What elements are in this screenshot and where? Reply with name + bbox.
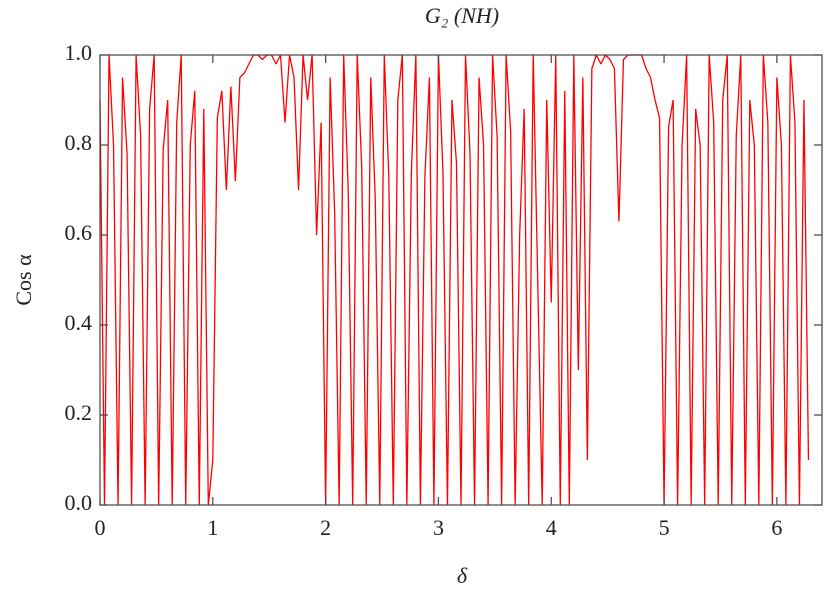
y-tick-label: 1.0 — [65, 40, 93, 65]
x-tick-label: 5 — [659, 515, 670, 540]
y-tick-label: 0.6 — [65, 220, 93, 245]
chart-title: G₂ (NH) — [425, 3, 499, 28]
y-tick-label: 0.4 — [65, 310, 93, 335]
x-tick-label: 1 — [207, 515, 218, 540]
y-tick-label: 0.2 — [65, 400, 93, 425]
x-tick-label: 6 — [771, 515, 782, 540]
x-tick-label: 2 — [320, 515, 331, 540]
plot-frame — [99, 54, 823, 506]
x-tick-label: 3 — [433, 515, 444, 540]
y-tick-label: 0.0 — [65, 490, 93, 515]
x-tick-label: 4 — [546, 515, 557, 540]
y-axis-label: Cos α — [11, 254, 36, 306]
data-line — [99, 54, 810, 506]
y-tick-label: 0.8 — [65, 130, 93, 155]
x-axis-label: δ — [457, 563, 468, 588]
x-tick-label: 0 — [95, 515, 106, 540]
